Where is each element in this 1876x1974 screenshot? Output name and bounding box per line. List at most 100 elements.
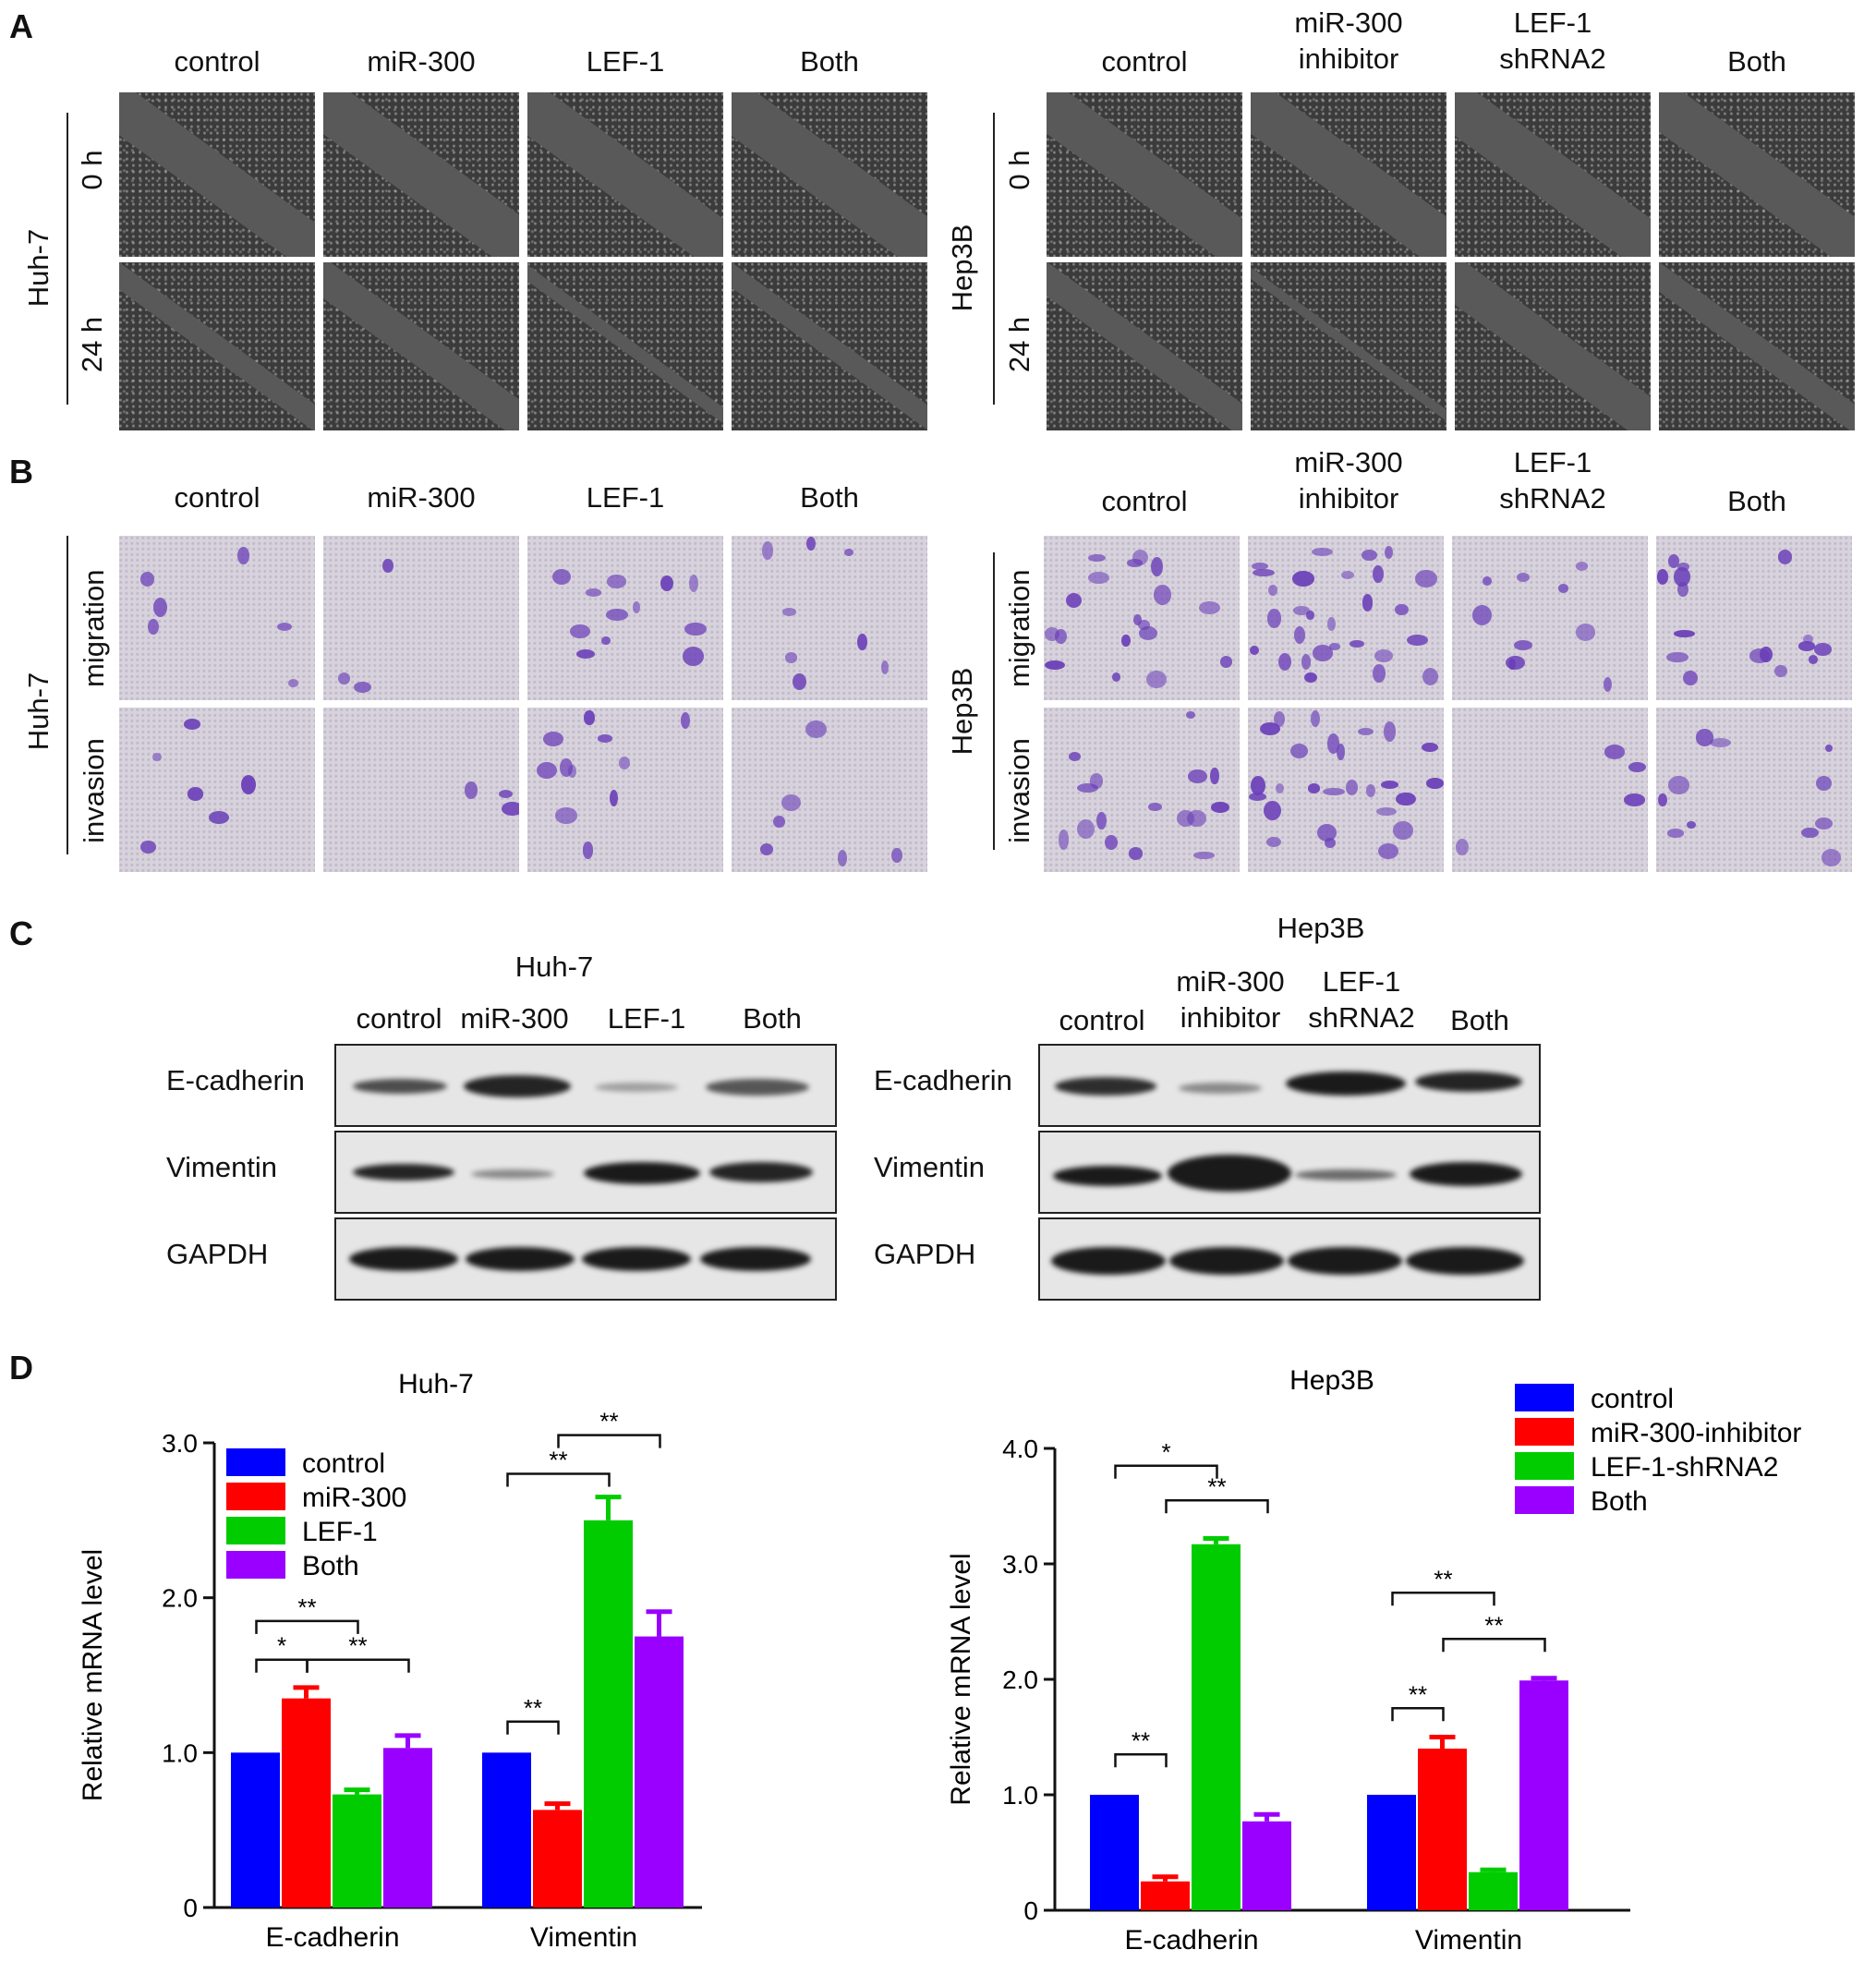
- stained-cell: [1087, 553, 1107, 562]
- huh7-invasion-lef1: [527, 708, 723, 872]
- huh7-scratch-both-24h: [732, 262, 927, 430]
- stained-cell: [1395, 603, 1409, 615]
- stained-cell: [1132, 549, 1149, 566]
- stained-cell: [582, 842, 594, 859]
- stained-cell: [1324, 837, 1336, 849]
- y-tick-label: 0: [183, 1894, 198, 1922]
- significance-marker: **: [297, 1593, 316, 1621]
- hep3b-a-row-0: 0 h: [1003, 150, 1035, 190]
- stained-cell: [1384, 721, 1397, 742]
- stained-cell: [1306, 610, 1314, 620]
- bar-lef-1-shrna2: [1469, 1871, 1518, 1910]
- hep3b-migration-control: [1044, 536, 1240, 700]
- significance-marker: **: [348, 1632, 367, 1660]
- stained-cell: [1658, 793, 1667, 807]
- huh7-blot-lane-2: LEF-1: [607, 1002, 686, 1035]
- stained-cell: [1797, 641, 1816, 651]
- legend-swatch: [226, 1517, 285, 1544]
- stained-cell: [1514, 639, 1533, 650]
- stained-cell: [140, 840, 156, 854]
- stained-cell: [1803, 635, 1813, 644]
- hep3b-blot-lane-2-line1: LEF-1: [1322, 965, 1401, 998]
- stained-cell: [1604, 745, 1626, 759]
- stained-cell: [1077, 818, 1095, 839]
- hep3b-invasion-inhibitor: [1248, 708, 1444, 872]
- hep3b-protein-vimentin: Vimentin: [874, 1151, 986, 1183]
- stained-cell: [187, 787, 204, 801]
- huh7-a-cell-line-label: Huh-7: [22, 228, 54, 308]
- panel-label-d: D: [9, 1349, 33, 1387]
- bar-both: [1242, 1821, 1291, 1910]
- stained-cell: [1252, 569, 1275, 577]
- huh7-scratch-control-0h: [119, 92, 315, 257]
- significance-marker: **: [1409, 1680, 1427, 1708]
- huh7-scratch-lef1-0h: [527, 92, 723, 257]
- hep3b-b-row-1: invasion: [1003, 738, 1035, 843]
- hep3b-invasion-both: [1656, 708, 1852, 872]
- stained-cell: [1089, 773, 1104, 789]
- hep3b-a-col-1-line1: miR-300: [1294, 6, 1403, 39]
- legend-label: miR-300: [302, 1483, 406, 1513]
- hep3b-blot-lane-2: LEF-1 shRNA2: [1297, 964, 1426, 1036]
- hep3b-scratch-inhibitor-24h: [1251, 262, 1446, 430]
- stained-cell: [1666, 651, 1688, 663]
- y-tick-label: 4.0: [1002, 1435, 1038, 1463]
- significance-bracket: [255, 1658, 309, 1673]
- stained-cell: [1264, 800, 1281, 820]
- stained-cell: [1307, 783, 1321, 793]
- stained-cell: [1801, 827, 1819, 839]
- significance-bracket: [1165, 1499, 1269, 1514]
- stained-cell: [805, 537, 816, 551]
- significance-marker: *: [277, 1632, 286, 1660]
- huh7-a-col-1: miR-300: [367, 45, 476, 78]
- huh7-migration-lef1: [527, 536, 723, 700]
- huh7-blot-ecadherin: [334, 1044, 837, 1127]
- significance-marker: **: [1132, 1726, 1150, 1754]
- stained-cell: [1623, 793, 1646, 806]
- stained-cell: [1393, 820, 1413, 841]
- stained-cell: [1357, 728, 1374, 736]
- stained-cell: [1814, 817, 1833, 830]
- legend-swatch: [1515, 1486, 1574, 1514]
- stained-cell: [1044, 660, 1065, 670]
- bar-lef-1: [584, 1520, 633, 1907]
- hep3b-b-row-0: migration: [1003, 569, 1035, 688]
- hep3b-b-col-0: control: [1101, 485, 1188, 517]
- stained-cell: [1482, 576, 1493, 587]
- hep3b-scratch-shrna2-0h: [1455, 92, 1651, 257]
- stained-cell: [241, 775, 257, 795]
- legend-swatch: [226, 1551, 285, 1579]
- stained-cell: [606, 609, 628, 621]
- stained-cell: [1137, 620, 1150, 631]
- y-tick-label: 0: [1023, 1896, 1038, 1925]
- stained-cell: [1682, 670, 1698, 686]
- stained-cell: [1251, 563, 1268, 571]
- y-tick-label: 1.0: [1002, 1781, 1038, 1810]
- stained-cell: [1824, 744, 1834, 752]
- y-axis-label: Relative mRNA level: [946, 1553, 976, 1805]
- huh7-invasion-mir300: [323, 708, 519, 872]
- stained-cell: [1105, 834, 1118, 851]
- significance-marker: *: [1161, 1438, 1170, 1466]
- legend-label: Both: [302, 1551, 359, 1581]
- bar-both: [383, 1748, 432, 1907]
- stained-cell: [1557, 584, 1568, 593]
- panel-label-a: A: [9, 7, 33, 45]
- stained-cell: [1111, 672, 1121, 682]
- stained-cell: [684, 622, 707, 636]
- stained-cell: [688, 575, 698, 593]
- hep3b-a-bracket: [993, 113, 995, 405]
- stained-cell: [1349, 639, 1364, 648]
- significance-bracket: [1391, 1592, 1495, 1606]
- stained-cell: [609, 789, 618, 806]
- stained-cell: [1250, 646, 1259, 656]
- y-tick-label: 3.0: [162, 1429, 198, 1458]
- chart-title: Hep3B: [1289, 1365, 1374, 1396]
- stained-cell: [601, 636, 611, 645]
- hep3b-a-cell-line-label: Hep3B: [946, 224, 978, 312]
- hep3b-blot-gapdh: [1038, 1217, 1541, 1301]
- stained-cell: [1407, 634, 1429, 646]
- hep3b-b-bracket: [993, 552, 995, 850]
- significance-marker: **: [1434, 1565, 1452, 1593]
- bar-mir-300: [533, 1810, 582, 1907]
